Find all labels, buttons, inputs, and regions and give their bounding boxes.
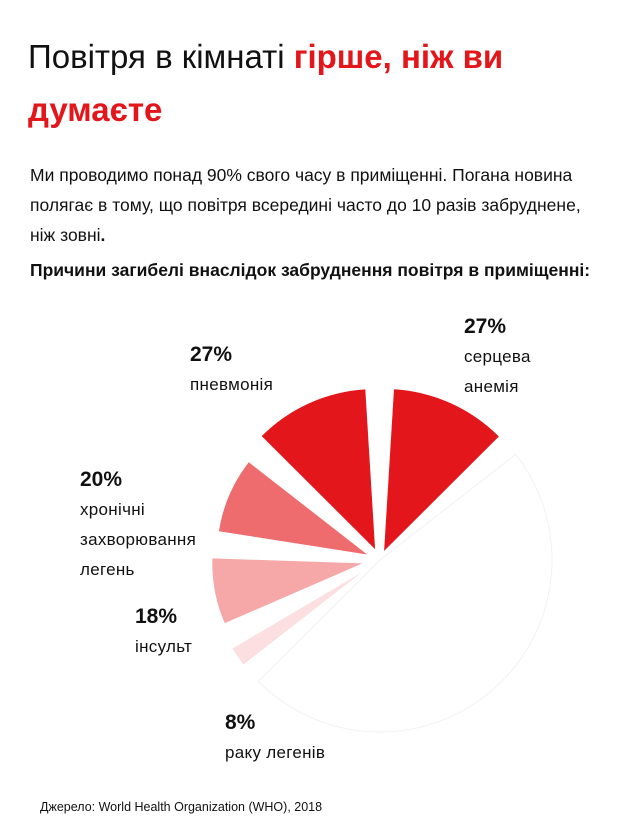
title-highlight-line2: думаєте: [28, 91, 163, 128]
label-heart-anemia: 27% серцева анемія: [464, 312, 531, 402]
page-title: Повітря в кімнаті гірше, ніж ви думаєте: [28, 30, 598, 136]
pie-slice-lung-cancer: [232, 572, 362, 665]
label-stroke: 18% інсульт: [135, 602, 192, 662]
label-lung-cancer-name: раку легенів: [225, 743, 326, 762]
label-lung-cancer: 8% раку легенів: [225, 708, 325, 768]
label-chronic-lung: 20% хронічні захворювання легень: [80, 465, 196, 585]
pie-slice-heart-anemia: [384, 389, 499, 551]
title-part1: Повітря в кімнаті: [28, 38, 294, 75]
label-pneumonia: 27% пневмонія: [190, 340, 273, 400]
label-pneumonia-name: пневмонія: [190, 375, 274, 394]
pie-slice-stroke: [212, 558, 363, 624]
label-heart-anemia-name: серцева анемія: [464, 347, 531, 396]
intro-text: Ми проводимо понад 90% свого часу в прим…: [30, 165, 581, 245]
label-stroke-name: інсульт: [135, 637, 193, 656]
intro-end: .: [100, 225, 106, 245]
pie-slice-pneumonia: [261, 389, 376, 550]
label-lung-cancer-percent: 8%: [225, 711, 256, 734]
label-chronic-lung-percent: 20%: [80, 468, 123, 491]
label-chronic-lung-name: хронічні захворювання легень: [80, 500, 197, 579]
label-pneumonia-percent: 27%: [190, 343, 233, 366]
source-note: Джерело: World Health Organization (WHO)…: [40, 800, 323, 814]
intro-paragraph: Ми проводимо понад 90% свого часу в прим…: [30, 160, 600, 250]
pie-slice-remainder: [257, 453, 553, 733]
label-stroke-percent: 18%: [135, 605, 178, 628]
chart-subheading: Причини загибелі внаслідок забруднення п…: [30, 260, 591, 280]
pie-slice-chronic-lung: [218, 462, 368, 555]
title-highlight-line1: гірше, ніж ви: [293, 38, 504, 75]
label-heart-anemia-percent: 27%: [464, 315, 507, 338]
